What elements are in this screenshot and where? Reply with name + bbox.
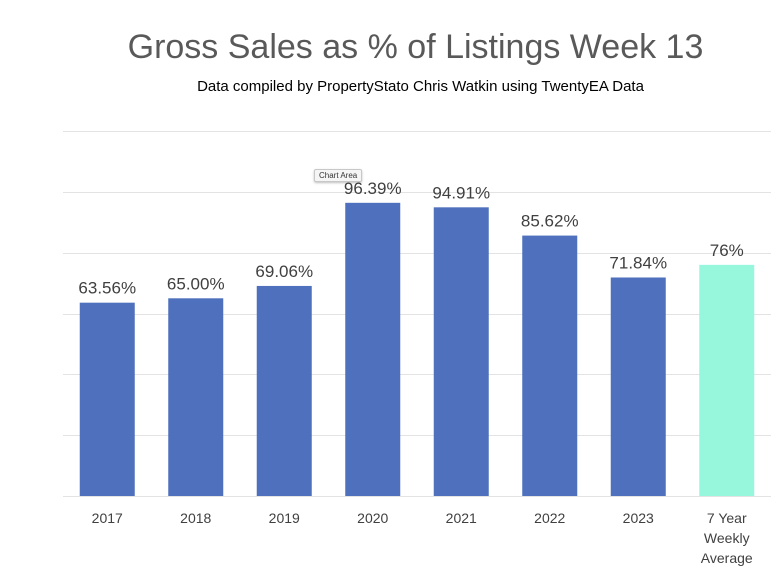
chart-area-tooltip: Chart Area <box>314 169 363 182</box>
x-tick-label: 7 Year <box>707 510 747 526</box>
data-label: 85.62% <box>521 212 579 231</box>
bar-2017[interactable] <box>79 302 135 496</box>
x-axis-labels: 2017 2018 2019 2020 2021 2022 2023 7 Year Weekly… <box>92 510 753 566</box>
x-tick-label: Weekly <box>704 530 750 546</box>
x-tick-label: 2023 <box>623 510 654 526</box>
data-label: 96.39% <box>344 179 402 198</box>
x-tick-label: 2017 <box>92 510 123 526</box>
x-tick-label: Average <box>701 550 753 566</box>
data-label: 63.56% <box>78 279 136 298</box>
x-tick-label: 2022 <box>534 510 565 526</box>
chart-title: Gross Sales as % of Listings Week 13 <box>127 28 704 66</box>
chart-subtitle: Data compiled by PropertyStato Chris Wat… <box>197 78 644 95</box>
data-label: 94.91% <box>432 183 490 202</box>
x-tick-label: 2019 <box>269 510 300 526</box>
bar-2018[interactable] <box>168 298 224 496</box>
data-labels: 63.56% 65.00% 69.06% 96.39% 94.91% 85.62% 71.8… <box>78 179 743 298</box>
x-tick-label: 2020 <box>357 510 388 526</box>
bar-2021[interactable] <box>433 207 489 496</box>
bar-7-year-weekly-average[interactable] <box>699 264 755 496</box>
bar-2023[interactable] <box>610 277 666 496</box>
bar-2022[interactable] <box>522 235 578 496</box>
x-tick-label: 2018 <box>180 510 211 526</box>
bars <box>79 202 755 496</box>
data-label: 65.00% <box>167 274 225 293</box>
data-label: 71.84% <box>609 253 667 272</box>
x-tick-label: 2021 <box>446 510 477 526</box>
bar-2019[interactable] <box>256 285 312 496</box>
data-label: 69.06% <box>255 262 313 281</box>
bar-2020[interactable] <box>345 202 401 496</box>
data-label: 76% <box>710 241 744 260</box>
